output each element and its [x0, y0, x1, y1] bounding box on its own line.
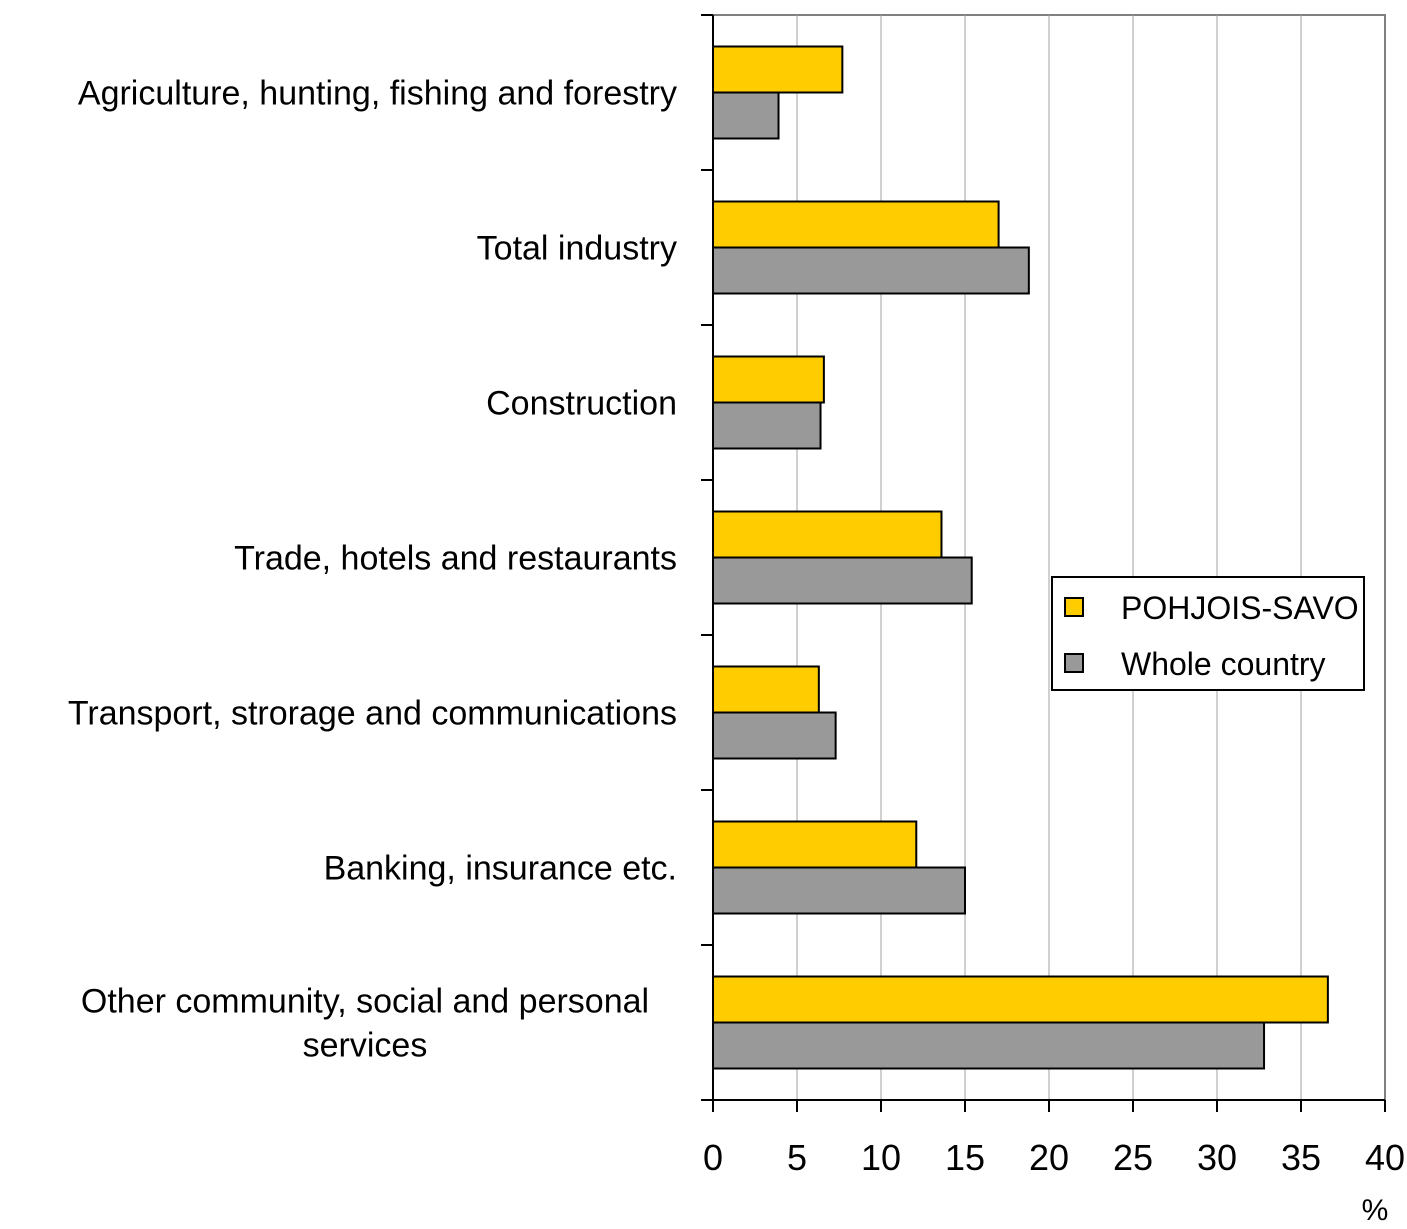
bar-whole-country	[712, 711, 837, 760]
x-tick-label: 5	[787, 1137, 807, 1178]
bar-pohjois-savo	[712, 820, 918, 869]
bar-pohjois-savo	[712, 975, 1329, 1024]
bar-whole-country	[712, 91, 780, 140]
bar-pohjois-savo	[712, 200, 1000, 249]
category-label: Transport, strorage and communications	[68, 695, 677, 733]
x-tick-label: 20	[1029, 1137, 1069, 1178]
x-tick-label: 35	[1281, 1137, 1321, 1178]
legend-label: POHJOIS-SAVO	[1121, 590, 1359, 626]
x-tick-label: 40	[1365, 1137, 1405, 1178]
bar-pohjois-savo	[712, 45, 844, 94]
x-tick-label: 15	[945, 1137, 985, 1178]
bar-pohjois-savo	[712, 665, 820, 714]
legend-swatch	[1064, 653, 1084, 673]
x-axis-label: %	[1362, 1194, 1389, 1224]
bar-pohjois-savo	[712, 355, 825, 404]
category-label: Agriculture, hunting, fishing and forest…	[78, 75, 677, 113]
bar-pohjois-savo	[712, 510, 943, 559]
category-label: Trade, hotels and restaurants	[234, 540, 677, 578]
bar-whole-country	[712, 401, 822, 450]
category-label: Banking, insurance etc.	[324, 850, 677, 888]
x-tick-label: 30	[1197, 1137, 1237, 1178]
bar-whole-country	[712, 866, 966, 915]
bar-whole-country	[712, 1021, 1266, 1070]
bar-whole-country	[712, 246, 1030, 295]
x-tick-label: 0	[703, 1137, 723, 1178]
x-tick-label: 25	[1113, 1137, 1153, 1178]
category-label: Other community, social and personal	[81, 983, 649, 1021]
category-label: Construction	[486, 385, 677, 423]
x-tick-label: 10	[861, 1137, 901, 1178]
legend-swatch	[1064, 597, 1084, 617]
legend-box	[1051, 576, 1365, 691]
category-label: Total industry	[477, 230, 677, 268]
legend-label: Whole country	[1121, 646, 1326, 682]
category-label: services	[303, 1027, 428, 1065]
bar-whole-country	[712, 556, 973, 605]
